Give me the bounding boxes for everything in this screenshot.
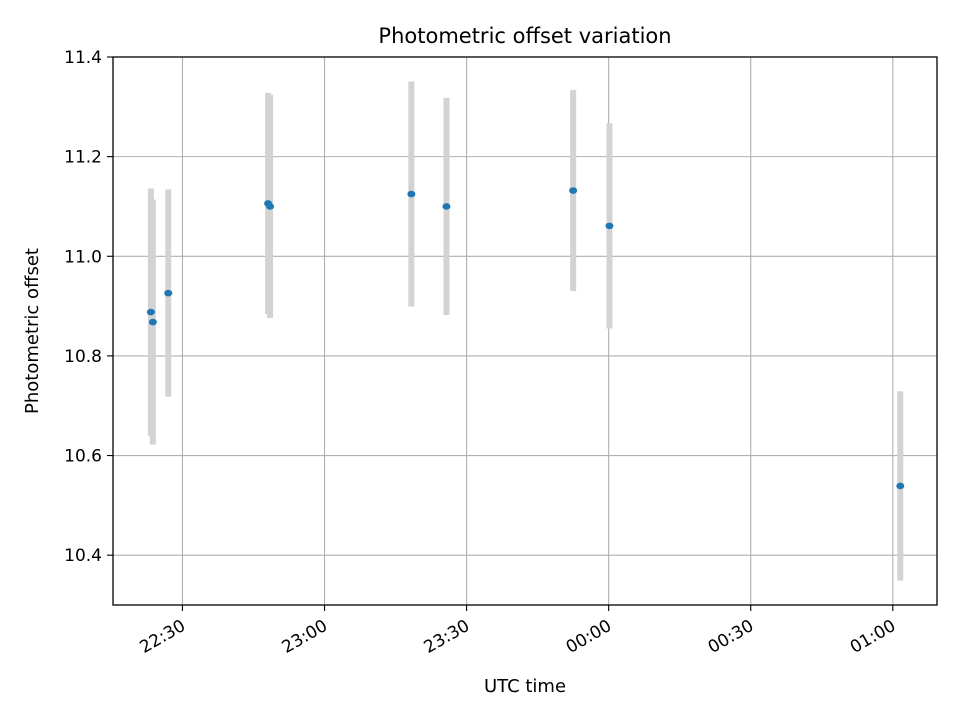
y-tick-label: 10.4: [64, 546, 102, 566]
y-tick-label: 11.4: [64, 48, 102, 68]
data-point: [569, 187, 578, 194]
y-axis-title: Photometric offset: [22, 248, 43, 414]
x-tick-label: 22:30: [137, 616, 189, 658]
y-tick-label: 10.6: [64, 447, 102, 467]
plot-frame: [112, 56, 938, 606]
x-tick-label: 23:00: [279, 616, 331, 658]
data-point: [148, 318, 157, 326]
x-tick-label: 00:30: [705, 616, 757, 658]
x-tick-label: 01:00: [847, 616, 899, 658]
x-axis-ticks: 22:30 23:00 23:30 00:00 00:30 01:00: [137, 605, 899, 658]
y-tick-label: 11.2: [64, 148, 102, 168]
y-axis-ticks: 10.4 10.6 10.8 11.0 11.2 11.4: [64, 48, 113, 566]
data-point: [605, 222, 614, 230]
grid-lines: [113, 56, 937, 605]
data-points: [146, 187, 905, 490]
data-point: [266, 203, 275, 210]
y-tick-label: 10.8: [64, 347, 102, 367]
data-point: [164, 289, 173, 297]
data-point: [442, 203, 451, 210]
chart-title: Photometric offset variation: [378, 24, 671, 48]
x-tick-label: 00:00: [563, 616, 615, 658]
data-point: [146, 308, 155, 316]
data-point: [896, 482, 905, 490]
x-axis-title: UTC time: [484, 676, 566, 697]
data-point: [407, 190, 416, 198]
x-tick-label: 23:30: [421, 616, 473, 658]
y-tick-label: 11.0: [64, 247, 102, 267]
